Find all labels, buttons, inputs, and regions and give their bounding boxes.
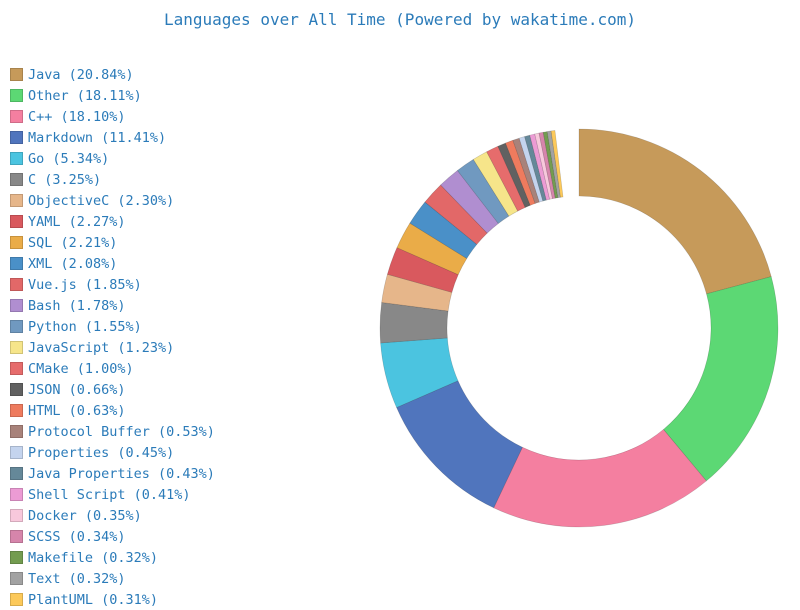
legend-swatch <box>10 68 23 81</box>
legend: Java (20.84%) Other (18.11%) C++ (18.10%) M… <box>10 64 215 610</box>
legend-label: CMake (1.00%) <box>28 360 134 377</box>
legend-swatch <box>10 110 23 123</box>
legend-item[interactable]: XML (2.08%) <box>10 253 215 274</box>
legend-item[interactable]: C (3.25%) <box>10 169 215 190</box>
legend-label: ObjectiveC (2.30%) <box>28 192 175 209</box>
legend-item[interactable]: Docker (0.35%) <box>10 505 215 526</box>
slice-markdown[interactable] <box>396 380 523 509</box>
slice-properties[interactable] <box>518 136 544 203</box>
legend-swatch <box>10 152 23 165</box>
legend-item[interactable]: SQL (2.21%) <box>10 232 215 253</box>
legend-item[interactable]: Properties (0.45%) <box>10 442 215 463</box>
legend-swatch <box>10 131 23 144</box>
legend-label: Makefile (0.32%) <box>28 549 159 566</box>
legend-label: Java (20.84%) <box>28 66 134 83</box>
legend-item[interactable]: Makefile (0.32%) <box>10 547 215 568</box>
legend-swatch <box>10 341 23 354</box>
legend-swatch <box>10 467 23 480</box>
legend-item[interactable]: Markdown (11.41%) <box>10 127 215 148</box>
legend-label: Text (0.32%) <box>28 570 126 587</box>
legend-swatch <box>10 299 23 312</box>
legend-label: Python (1.55%) <box>28 318 142 335</box>
legend-item[interactable]: Java Properties (0.43%) <box>10 463 215 484</box>
legend-swatch <box>10 278 23 291</box>
legend-item[interactable]: Shell Script (0.41%) <box>10 484 215 505</box>
legend-swatch <box>10 362 23 375</box>
legend-swatch <box>10 236 23 249</box>
legend-item[interactable]: C++ (18.10%) <box>10 106 215 127</box>
legend-swatch <box>10 215 23 228</box>
legend-label: SQL (2.21%) <box>28 234 118 251</box>
legend-swatch <box>10 173 23 186</box>
legend-label: Markdown (11.41%) <box>28 129 167 146</box>
legend-swatch <box>10 488 23 501</box>
slice-java[interactable] <box>578 128 772 295</box>
legend-label: Other (18.11%) <box>28 87 142 104</box>
slice-java-properties[interactable] <box>524 134 547 202</box>
legend-label: JSON (0.66%) <box>28 381 126 398</box>
legend-item[interactable]: Text (0.32%) <box>10 568 215 589</box>
slice-makefile[interactable] <box>542 131 559 199</box>
legend-label: XML (2.08%) <box>28 255 118 272</box>
legend-item[interactable]: Other (18.11%) <box>10 85 215 106</box>
legend-label: Bash (1.78%) <box>28 297 126 314</box>
slice-shell-script[interactable] <box>529 133 550 201</box>
legend-item[interactable]: Bash (1.78%) <box>10 295 215 316</box>
legend-swatch <box>10 425 23 438</box>
chart-title: Languages over All Time (Powered by waka… <box>163 10 636 29</box>
slice-other[interactable] <box>663 276 779 482</box>
legend-item[interactable]: CMake (1.00%) <box>10 358 215 379</box>
slice-json[interactable] <box>497 142 531 208</box>
legend-label: HTML (0.63%) <box>28 402 126 419</box>
legend-swatch <box>10 572 23 585</box>
legend-label: Vue.js (1.85%) <box>28 276 142 293</box>
legend-label: SCSS (0.34%) <box>28 528 126 545</box>
legend-label: Properties (0.45%) <box>28 444 175 461</box>
legend-swatch <box>10 194 23 207</box>
slice-xml[interactable] <box>409 201 478 259</box>
legend-item[interactable]: YAML (2.27%) <box>10 211 215 232</box>
legend-swatch <box>10 446 23 459</box>
legend-label: C++ (18.10%) <box>28 108 126 125</box>
legend-swatch <box>10 320 23 333</box>
slice-yaml[interactable] <box>387 247 459 293</box>
legend-item[interactable]: Vue.js (1.85%) <box>10 274 215 295</box>
slice-vue-js[interactable] <box>424 184 488 245</box>
legend-label: Docker (0.35%) <box>28 507 142 524</box>
legend-label: C (3.25%) <box>28 171 102 188</box>
legend-label: YAML (2.27%) <box>28 213 126 230</box>
legend-swatch <box>10 404 23 417</box>
legend-swatch <box>10 509 23 522</box>
legend-item[interactable]: Go (5.34%) <box>10 148 215 169</box>
legend-swatch <box>10 257 23 270</box>
legend-item[interactable]: Java (20.84%) <box>10 64 215 85</box>
legend-label: Go (5.34%) <box>28 150 110 167</box>
legend-item[interactable]: JSON (0.66%) <box>10 379 215 400</box>
legend-item[interactable]: ObjectiveC (2.30%) <box>10 190 215 211</box>
legend-label: Protocol Buffer (0.53%) <box>28 423 215 440</box>
slice-python[interactable] <box>457 158 510 224</box>
slice-protocol-buffer[interactable] <box>512 137 540 204</box>
slice-c-[interactable] <box>493 429 707 528</box>
slice-bash[interactable] <box>440 170 499 234</box>
legend-item[interactable]: JavaScript (1.23%) <box>10 337 215 358</box>
legend-label: Shell Script (0.41%) <box>28 486 191 503</box>
slice-c[interactable] <box>379 302 449 344</box>
legend-swatch <box>10 383 23 396</box>
legend-swatch <box>10 89 23 102</box>
legend-swatch <box>10 551 23 564</box>
legend-item[interactable]: HTML (0.63%) <box>10 400 215 421</box>
legend-label: Java Properties (0.43%) <box>28 465 215 482</box>
slice-html[interactable] <box>505 139 536 206</box>
legend-item[interactable]: Python (1.55%) <box>10 316 215 337</box>
legend-label: JavaScript (1.23%) <box>28 339 175 356</box>
slice-text[interactable] <box>546 130 561 199</box>
legend-swatch <box>10 530 23 543</box>
legend-item[interactable]: SCSS (0.34%) <box>10 526 215 547</box>
slice-plantuml[interactable] <box>550 130 564 198</box>
legend-item[interactable]: Protocol Buffer (0.53%) <box>10 421 215 442</box>
